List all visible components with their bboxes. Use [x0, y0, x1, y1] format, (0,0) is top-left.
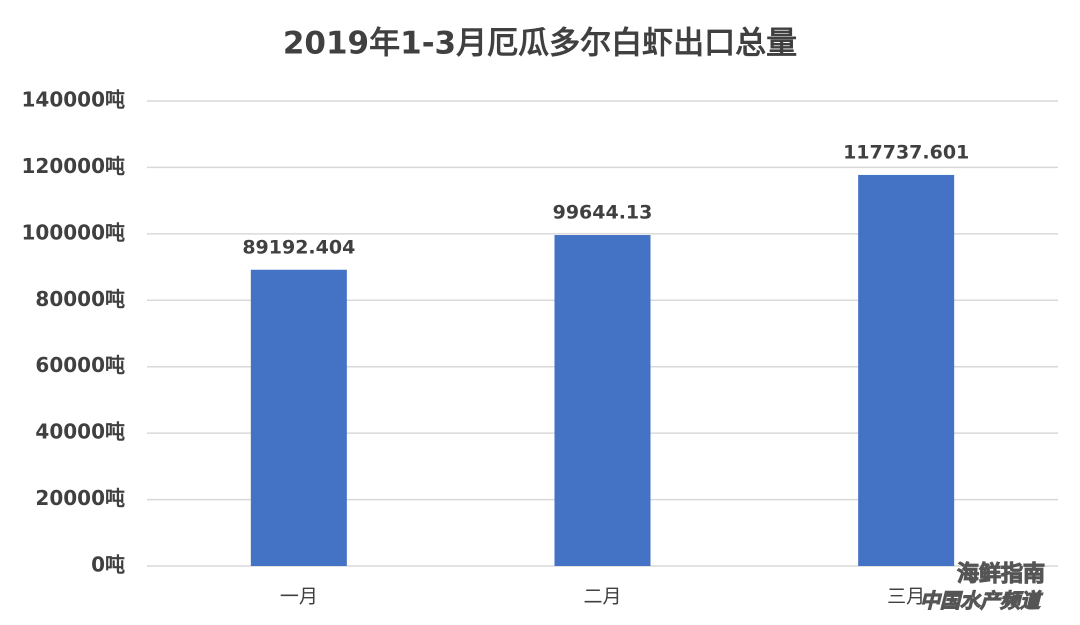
y-tick-label: 0吨	[91, 553, 125, 577]
watermark: 中国水产频道	[920, 589, 1043, 613]
x-tick-label: 二月	[583, 586, 621, 608]
y-tick-label: 80000吨	[35, 287, 125, 311]
y-tick-label: 100000吨	[22, 220, 126, 244]
bar	[858, 174, 955, 566]
x-tick-label: 一月	[280, 586, 318, 608]
data-label: 99644.13	[553, 202, 653, 224]
y-tick-label: 60000吨	[35, 353, 125, 377]
data-label: 89192.404	[242, 236, 355, 258]
y-tick-label: 20000吨	[35, 486, 125, 510]
data-label: 117737.601	[843, 141, 969, 163]
chart-title: 2019年1-3月厄瓜多尔白虾出口总量	[283, 26, 797, 62]
y-tick-label: 120000吨	[22, 154, 126, 178]
bar	[250, 269, 347, 566]
bar	[554, 235, 651, 567]
watermark: 海鲜指南	[957, 561, 1045, 587]
x-tick-label: 三月	[887, 586, 925, 608]
y-tick-label: 140000吨	[22, 88, 126, 112]
y-tick-label: 40000吨	[35, 420, 125, 444]
